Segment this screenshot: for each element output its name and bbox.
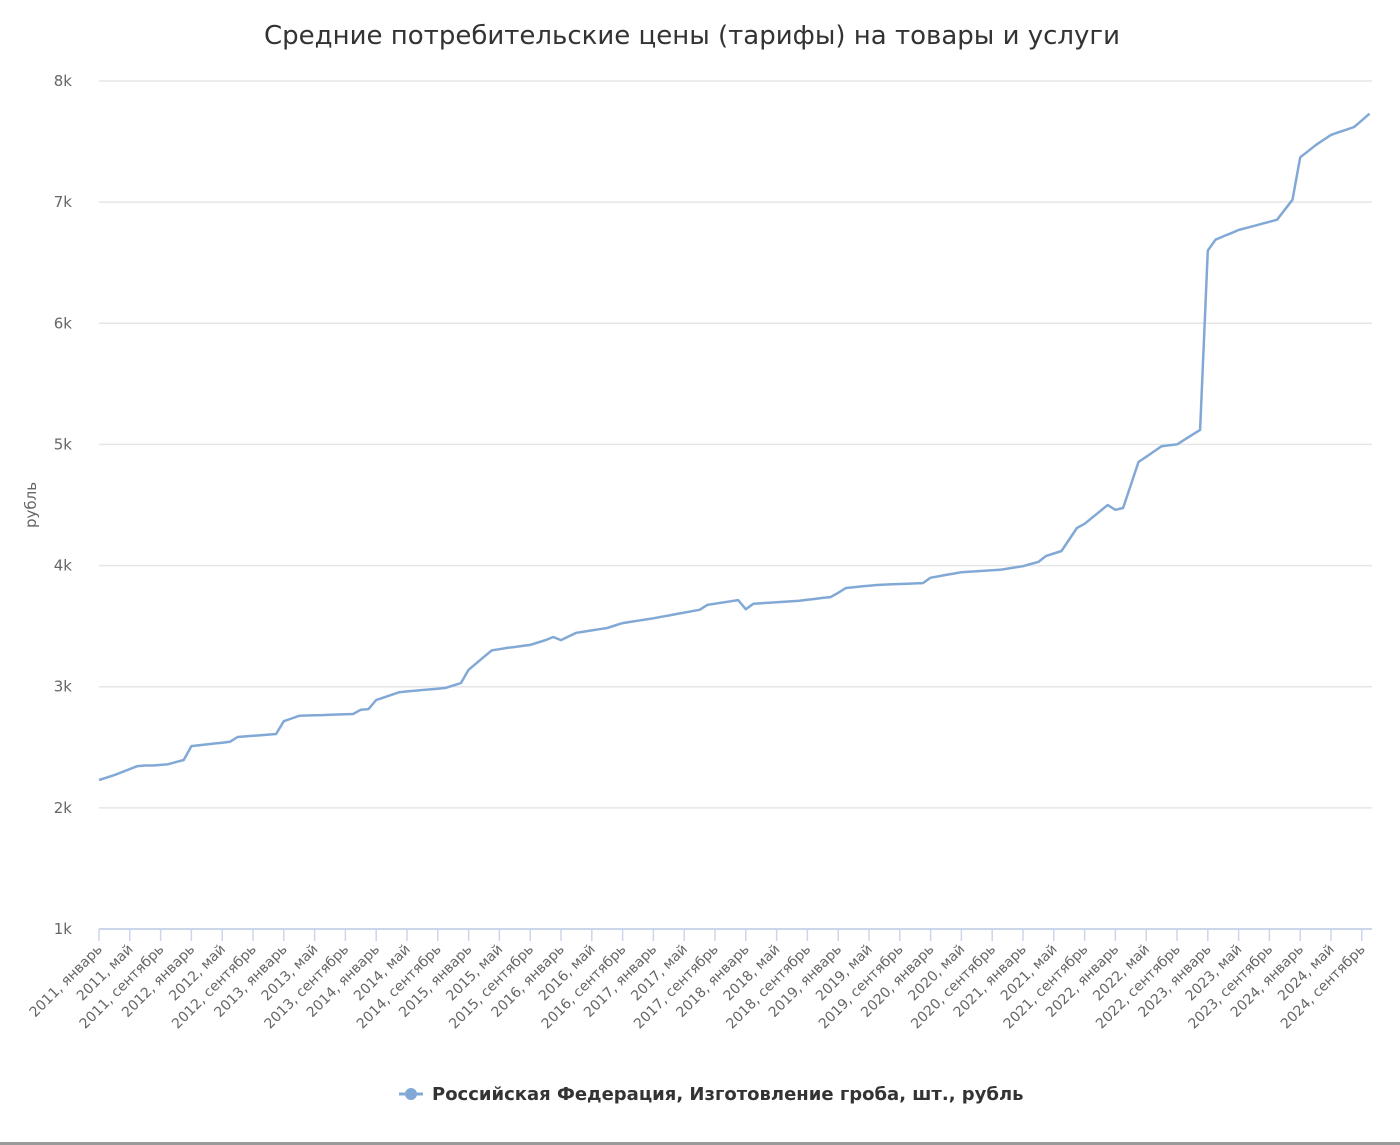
y-tick-label: 8k	[54, 72, 73, 90]
y-tick-label: 3k	[54, 678, 73, 696]
bottom-border	[0, 1142, 1400, 1145]
y-tick-label: 5k	[54, 435, 73, 453]
y-tick-label: 4k	[54, 557, 73, 575]
y-tick-label: 6k	[54, 314, 73, 332]
chart-title: Средние потребительские цены (тарифы) на…	[264, 21, 1120, 51]
series-line[interactable]	[98, 112, 1371, 782]
series-layer	[98, 112, 1371, 782]
legend[interactable]: Российская Федерация, Изготовление гроба…	[399, 1084, 1024, 1105]
y-axis-ticks: 1k 2k 3k 4k 5k 6k 7k 8k	[54, 72, 73, 938]
y-tick-label: 2k	[54, 799, 73, 817]
y-axis-label: рубль	[22, 482, 40, 528]
grid-lines	[99, 80, 1372, 930]
y-tick-label: 7k	[54, 193, 73, 211]
legend-label[interactable]: Российская Федерация, Изготовление гроба…	[432, 1084, 1024, 1105]
legend-dot-icon	[405, 1088, 417, 1100]
y-tick-label: 1k	[54, 920, 73, 938]
